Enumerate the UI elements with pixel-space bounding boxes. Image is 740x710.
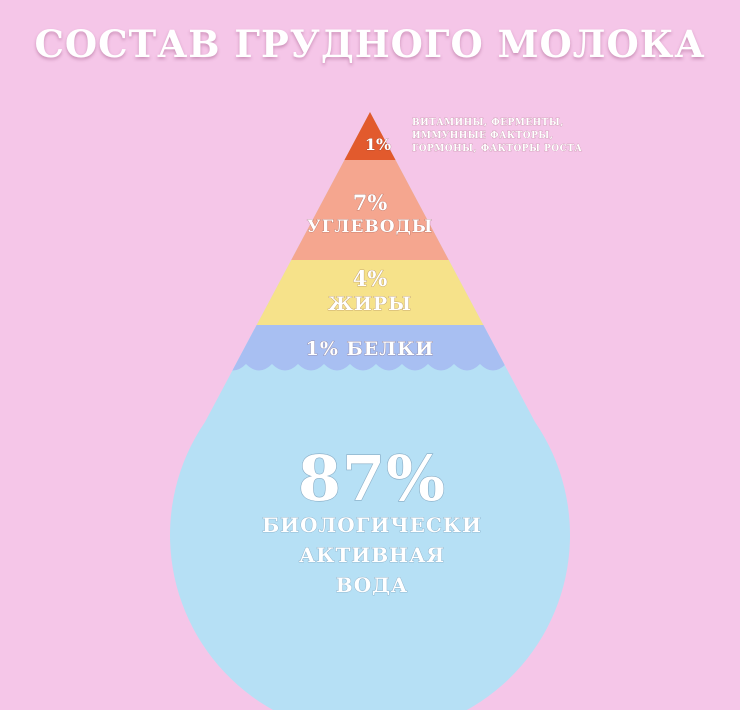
tip-note-line-3: ГОРМОНЫ, ФАКТОРЫ РОСТА xyxy=(412,144,582,154)
tip-note-line-1: ВИТАМИНЫ, ФЕРМЕНТЫ, xyxy=(412,118,564,128)
page-title: СОСТАВ ГРУДНОГО МОЛОКА xyxy=(34,22,706,66)
tip-value: 1% xyxy=(365,135,391,154)
fats-label: ЖИРЫ xyxy=(328,293,412,315)
water-value: 87% xyxy=(298,442,446,515)
water-label-line-3: ВОДА xyxy=(336,573,408,597)
fats-value: 4% xyxy=(353,266,388,291)
proteins-label: 1% БЕЛКИ xyxy=(306,338,435,360)
water-label-line-1: БИОЛОГИЧЕСКИ xyxy=(262,513,482,537)
water-label-line-2: АКТИВНАЯ xyxy=(299,543,445,567)
carbs-value: 7% xyxy=(353,190,388,215)
carbs-label: УГЛЕВОДЫ xyxy=(307,217,433,237)
tip-note-line-2: ИММУННЫЕ ФАКТОРЫ, xyxy=(412,131,553,141)
